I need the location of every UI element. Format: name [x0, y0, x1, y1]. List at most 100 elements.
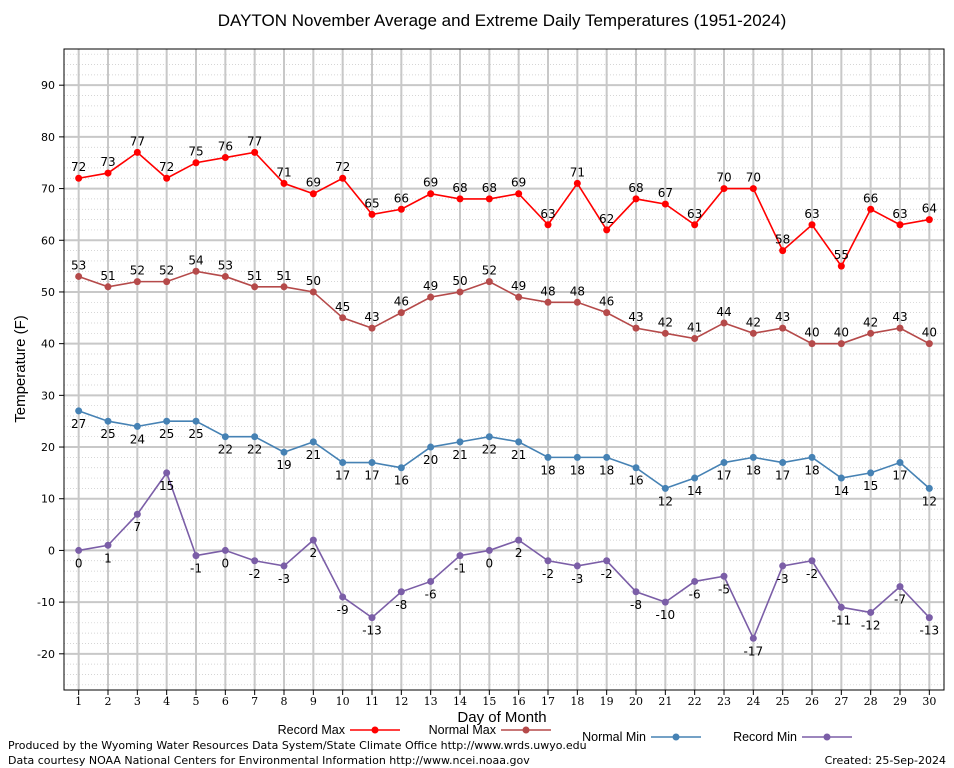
- data-label: 43: [892, 310, 907, 324]
- y-tick-label: 70: [41, 183, 55, 196]
- data-label: 53: [218, 258, 233, 272]
- data-point: [163, 417, 171, 425]
- data-point: [397, 309, 405, 317]
- data-label: -6: [689, 587, 701, 601]
- data-label: 27: [71, 417, 86, 431]
- data-point: [896, 221, 904, 229]
- data-label: 16: [628, 474, 643, 488]
- data-point: [133, 510, 141, 518]
- x-tick-label: 10: [336, 695, 350, 708]
- data-point: [368, 459, 376, 467]
- data-point: [720, 185, 728, 193]
- data-point: [309, 190, 317, 198]
- data-label: -1: [454, 562, 466, 576]
- data-point: [133, 422, 141, 430]
- x-tick-label: 15: [482, 695, 496, 708]
- data-label: 17: [335, 469, 350, 483]
- data-point: [779, 562, 787, 570]
- data-label: 63: [804, 207, 819, 221]
- data-point: [749, 634, 757, 642]
- data-point: [485, 278, 493, 286]
- data-point: [691, 474, 699, 482]
- data-point: [133, 278, 141, 286]
- x-tick-label: 9: [310, 695, 317, 708]
- data-point: [133, 148, 141, 156]
- data-label: -3: [777, 572, 789, 586]
- data-label: 77: [247, 134, 262, 148]
- data-label: 53: [71, 258, 86, 272]
- data-point: [456, 195, 464, 203]
- data-point: [544, 557, 552, 565]
- series-line: [78, 471, 930, 641]
- data-point: [104, 169, 112, 177]
- y-tick-label: 50: [41, 286, 55, 299]
- data-label: 25: [100, 427, 115, 441]
- x-tick-label: 11: [365, 695, 379, 708]
- x-tick-label: 7: [251, 695, 258, 708]
- data-point: [837, 262, 845, 270]
- data-label: 43: [364, 310, 379, 324]
- x-tick-label: 30: [922, 695, 936, 708]
- data-point: [515, 536, 523, 544]
- data-point: [691, 334, 699, 342]
- data-label: 17: [892, 469, 907, 483]
- data-label: 46: [394, 295, 409, 309]
- data-point: [397, 588, 405, 596]
- data-point: [221, 433, 229, 441]
- data-point: [104, 417, 112, 425]
- data-point: [339, 314, 347, 322]
- data-label: -13: [362, 624, 382, 638]
- data-point: [867, 205, 875, 213]
- data-label: 25: [188, 427, 203, 441]
- data-label: 70: [746, 171, 761, 185]
- legend-label: Record Max: [278, 723, 346, 737]
- data-label: 66: [394, 191, 409, 205]
- data-point: [867, 469, 875, 477]
- data-label: 71: [570, 165, 585, 179]
- data-label: 72: [71, 160, 86, 174]
- data-point: [515, 190, 523, 198]
- data-point: [691, 577, 699, 585]
- data-label: 51: [276, 269, 291, 283]
- data-point: [280, 283, 288, 291]
- data-point: [163, 174, 171, 182]
- data-point: [104, 541, 112, 549]
- data-point: [309, 536, 317, 544]
- data-label: 71: [276, 165, 291, 179]
- data-label: 22: [247, 443, 262, 457]
- x-axis-label: Day of Month: [457, 709, 546, 726]
- data-point: [603, 453, 611, 461]
- data-label: 0: [222, 556, 230, 570]
- data-point: [544, 298, 552, 306]
- x-tick-label: 18: [570, 695, 584, 708]
- data-label: -2: [542, 567, 554, 581]
- x-tick-label: 21: [658, 695, 672, 708]
- data-label: -3: [278, 572, 290, 586]
- data-point: [339, 174, 347, 182]
- data-point: [691, 221, 699, 229]
- data-label: 65: [364, 196, 379, 210]
- data-label: -3: [571, 572, 583, 586]
- plot-area: [63, 48, 945, 691]
- data-point: [544, 221, 552, 229]
- data-label: 76: [218, 140, 233, 154]
- data-label: 22: [218, 443, 233, 457]
- data-point: [573, 298, 581, 306]
- data-label: 18: [570, 463, 585, 477]
- data-label: -8: [630, 598, 642, 612]
- data-label: 75: [188, 145, 203, 159]
- x-tick-label: 29: [893, 695, 907, 708]
- data-point: [573, 179, 581, 187]
- data-point: [603, 226, 611, 234]
- x-tick-label: 14: [453, 695, 467, 708]
- data-label: 22: [482, 443, 497, 457]
- data-point: [192, 417, 200, 425]
- data-label: 40: [834, 326, 849, 340]
- data-point: [339, 459, 347, 467]
- data-point: [397, 205, 405, 213]
- data-point: [808, 557, 816, 565]
- data-point: [192, 267, 200, 275]
- data-point: [867, 608, 875, 616]
- data-point: [427, 577, 435, 585]
- data-label: 44: [716, 305, 731, 319]
